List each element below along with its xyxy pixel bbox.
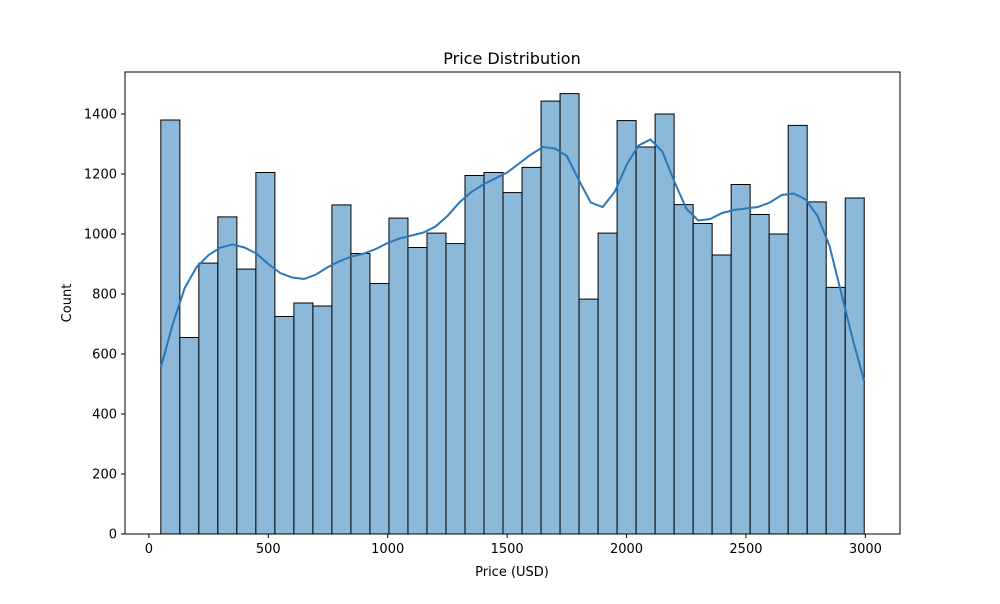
histogram-bar xyxy=(445,243,466,535)
y-tick-label: 0 xyxy=(109,528,117,543)
y-tick-label: 1200 xyxy=(84,168,117,183)
histogram-bar xyxy=(806,201,827,535)
bars-group xyxy=(160,93,865,535)
x-tick-label: 0 xyxy=(145,542,153,557)
histogram-bar xyxy=(768,233,789,535)
histogram-bar xyxy=(502,192,523,535)
histogram-bar xyxy=(369,283,390,535)
y-tick-label: 1400 xyxy=(84,108,117,123)
histogram-bar xyxy=(312,305,333,535)
histogram-bar xyxy=(255,172,276,535)
x-tick-label: 500 xyxy=(256,542,281,557)
plot-frame xyxy=(124,71,901,535)
histogram-bar xyxy=(464,175,485,535)
y-tick-label: 200 xyxy=(92,468,117,483)
x-tick-label: 3000 xyxy=(849,542,882,557)
histogram-bar xyxy=(236,268,257,535)
y-tick-label: 800 xyxy=(92,288,117,303)
x-tick-label: 2500 xyxy=(729,542,762,557)
x-tick-label: 1000 xyxy=(371,542,404,557)
histogram-bar xyxy=(274,316,295,535)
histogram-bar xyxy=(635,146,656,535)
histogram-bar xyxy=(654,113,675,535)
histogram-bar xyxy=(350,253,371,535)
histogram-bar xyxy=(787,124,808,535)
histogram-bar xyxy=(331,204,352,535)
histogram-bar xyxy=(825,286,846,535)
kde-line xyxy=(159,138,866,382)
histogram-bar xyxy=(521,166,542,535)
histogram-bar xyxy=(673,204,694,535)
histogram-bar xyxy=(217,216,238,535)
histogram-bar xyxy=(426,232,447,535)
histogram-bar xyxy=(540,100,561,535)
y-tick-label: 1000 xyxy=(84,228,117,243)
histogram-bar xyxy=(578,298,599,535)
histogram-bar xyxy=(749,214,770,535)
histogram-bar xyxy=(179,337,200,535)
x-tick-label: 1500 xyxy=(491,542,524,557)
histogram-bar xyxy=(160,119,181,535)
histogram-bar xyxy=(198,262,219,535)
histogram-bar xyxy=(597,232,618,535)
chart-title: Price Distribution xyxy=(443,49,580,68)
y-tick-label: 400 xyxy=(92,408,117,423)
histogram-bar xyxy=(844,197,865,535)
histogram-bar xyxy=(388,217,409,535)
x-axis-label: Price (USD) xyxy=(475,565,549,580)
x-ticks-group: 0 500 1000 1500 2000 2500 3000 xyxy=(145,534,882,557)
histogram-bar xyxy=(483,172,504,535)
histogram-bar xyxy=(293,302,314,535)
y-tick-label: 600 xyxy=(92,348,117,363)
histogram-bar xyxy=(711,254,732,535)
histogram-bar xyxy=(692,223,713,535)
histogram-bar xyxy=(407,247,428,535)
x-tick-label: 2000 xyxy=(610,542,643,557)
y-axis-label: Count xyxy=(60,284,75,323)
histogram-bar xyxy=(616,120,637,535)
histogram-bar xyxy=(730,184,751,535)
y-ticks-group: 0 200 400 600 800 1000 1200 1400 xyxy=(84,108,125,543)
